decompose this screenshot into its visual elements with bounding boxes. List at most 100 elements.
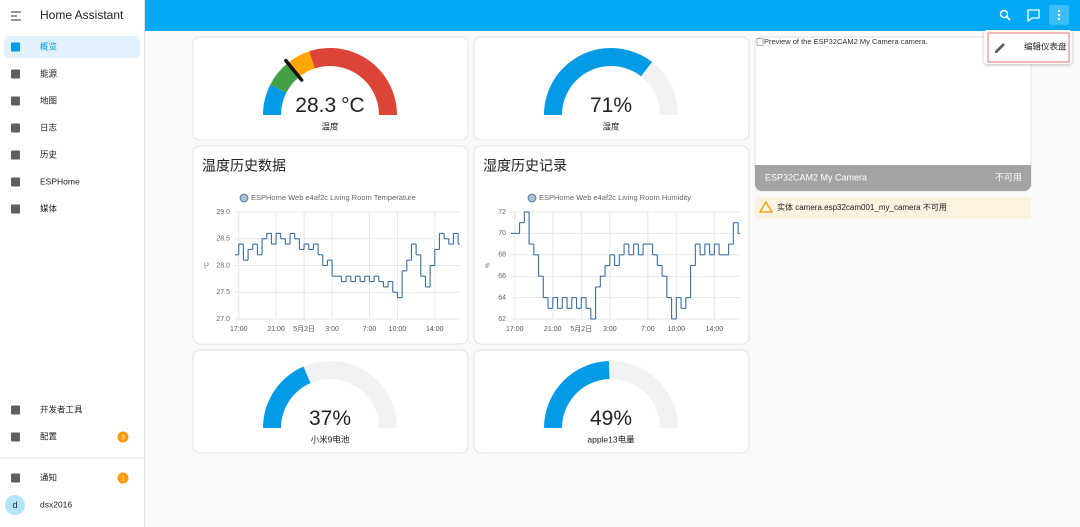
pencil-icon bbox=[995, 43, 1005, 53]
more-icon bbox=[1057, 17, 1061, 21]
gauge-needle bbox=[284, 58, 304, 82]
gauge-card bbox=[192, 349, 469, 454]
y-tick-label: 27.0 bbox=[216, 316, 230, 323]
sidebar-title: Home Assistant bbox=[40, 8, 124, 22]
x-tick-label: 14:00 bbox=[706, 326, 724, 333]
x-tick-label: 3:00 bbox=[603, 326, 617, 333]
y-tick-label: 68 bbox=[498, 252, 506, 259]
gauge-card bbox=[473, 36, 750, 141]
history-card bbox=[192, 145, 469, 345]
gauge-number: 37 bbox=[309, 407, 332, 430]
gauge-name: 温度 bbox=[321, 121, 339, 131]
nav-item[interactable]: 开发者工具 bbox=[40, 404, 83, 414]
nav-item[interactable]: 概览 bbox=[40, 41, 57, 51]
x-tick-label: 21:00 bbox=[267, 326, 285, 333]
card-title: 湿度历史记录 bbox=[483, 158, 567, 174]
legend-swatch[interactable] bbox=[239, 193, 249, 203]
nav-icon bbox=[11, 405, 20, 415]
gauge-segment bbox=[270, 63, 299, 93]
gauge-name: 湿度 bbox=[602, 121, 620, 131]
y-tick-label: 27.5 bbox=[216, 289, 230, 296]
nav-selected bbox=[4, 36, 140, 58]
gauge-value: 71% bbox=[590, 94, 632, 117]
y-tick-label: 62 bbox=[498, 316, 506, 323]
nav-item[interactable]: 能源 bbox=[40, 68, 58, 78]
nav-item[interactable]: 配置 bbox=[40, 431, 58, 441]
nav-icon bbox=[11, 150, 20, 160]
gauge-value: 49% bbox=[590, 407, 632, 430]
x-tick-label: 7:00 bbox=[641, 326, 655, 333]
nav-item[interactable]: 日志 bbox=[40, 122, 58, 132]
gauge-name: apple13电量 bbox=[587, 434, 635, 444]
y-tick-label: 66 bbox=[498, 273, 506, 280]
gauge-segment bbox=[309, 47, 397, 115]
menu-item[interactable]: 编辑仪表盘 bbox=[1024, 41, 1067, 51]
x-tick-label: 10:00 bbox=[668, 326, 686, 333]
nav-icon bbox=[11, 432, 20, 442]
assist-icon[interactable] bbox=[1027, 9, 1040, 23]
search-icon[interactable] bbox=[999, 9, 1009, 19]
nav-icon bbox=[11, 69, 20, 79]
x-tick-label: 7:00 bbox=[363, 326, 377, 333]
gauge-fill bbox=[544, 361, 610, 428]
gauge-number: 28.3 bbox=[295, 94, 336, 117]
nav-icon bbox=[11, 177, 20, 187]
badge-count: 3 bbox=[121, 434, 125, 441]
x-tick-label: 21:00 bbox=[544, 326, 562, 333]
top-bar bbox=[145, 0, 1080, 31]
gauge-name: 小米9电池 bbox=[311, 434, 350, 444]
nav-item[interactable]: 媒体 bbox=[40, 203, 58, 213]
camera-footer bbox=[755, 165, 1031, 191]
dropdown-menu bbox=[984, 30, 1072, 64]
warning-text: 实体 camera.esp32cam001_my_camera 不可用 bbox=[777, 202, 947, 212]
gauge-value: 37% bbox=[309, 407, 351, 430]
gauge-unit: % bbox=[332, 407, 351, 430]
gauge-card bbox=[192, 36, 469, 141]
gauge-unit: % bbox=[613, 94, 632, 117]
gauge-segment bbox=[263, 84, 287, 115]
badge bbox=[117, 472, 129, 484]
nav-item[interactable]: 历史 bbox=[40, 149, 58, 159]
x-tick-label: 17:00 bbox=[230, 326, 248, 333]
broken-image-icon bbox=[756, 38, 764, 46]
nav-icon bbox=[11, 96, 20, 106]
nav-icon bbox=[11, 473, 20, 483]
x-tick-label: 5月2日 bbox=[293, 325, 315, 333]
more-icon bbox=[1057, 13, 1061, 17]
camera-alt-text: Preview of the ESP32CAM2 My Camera camer… bbox=[764, 37, 928, 46]
y-tick-label: 28.5 bbox=[216, 236, 230, 243]
gauge-number: 71 bbox=[590, 94, 613, 117]
legend-label[interactable]: ESPHome Web e4af2c Living Room Temperatu… bbox=[251, 193, 416, 202]
y-tick-label: 29.0 bbox=[216, 209, 230, 216]
nav-item[interactable]: ESPHome bbox=[40, 176, 80, 186]
badge-count: 1 bbox=[121, 475, 125, 482]
avatar bbox=[5, 495, 25, 515]
nav-icon bbox=[11, 123, 20, 133]
legend-swatch[interactable] bbox=[527, 193, 537, 203]
legend-label[interactable]: ESPHome Web e4af2c Living Room Humidity bbox=[539, 193, 691, 202]
nav-item[interactable]: 地图 bbox=[40, 95, 57, 105]
gauge-fill bbox=[263, 366, 311, 428]
user-name[interactable]: dsx2016 bbox=[40, 499, 72, 509]
x-tick-label: 5月2日 bbox=[570, 325, 592, 333]
gauge-fill bbox=[544, 48, 653, 116]
nav-icon bbox=[11, 42, 20, 52]
y-tick-label: 72 bbox=[498, 209, 506, 216]
y-tick-label: 70 bbox=[498, 230, 506, 237]
x-tick-label: 14:00 bbox=[426, 326, 444, 333]
search-icon bbox=[1005, 15, 1011, 21]
more-icon bbox=[1057, 9, 1061, 13]
x-tick-label: 3:00 bbox=[325, 326, 339, 333]
warning-box bbox=[755, 197, 1031, 219]
y-axis-label: % bbox=[486, 262, 492, 268]
camera-name: ESP32CAM2 My Camera bbox=[765, 172, 867, 182]
gauge-unit: °C bbox=[341, 94, 365, 117]
nav-icon bbox=[11, 204, 20, 214]
card-title: 温度历史数据 bbox=[202, 158, 286, 174]
y-tick-label: 28.0 bbox=[216, 262, 230, 269]
gauge-value: 28.3 °C bbox=[295, 94, 364, 117]
avatar-initial: d bbox=[12, 500, 17, 510]
nav-item[interactable]: 通知 bbox=[40, 472, 57, 482]
